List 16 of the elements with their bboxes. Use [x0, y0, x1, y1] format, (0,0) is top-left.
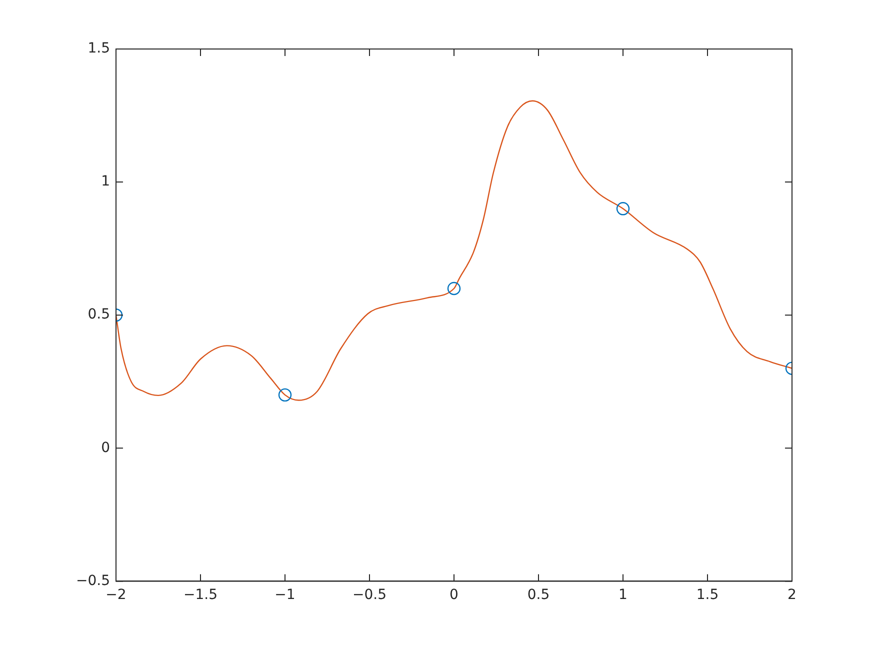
y-tick-label: 0 — [101, 440, 110, 456]
x-tick-label: −0.5 — [352, 587, 386, 604]
y-tick-label: 1 — [101, 174, 110, 190]
line-series — [116, 100, 792, 401]
y-tick-label: 1.5 — [88, 40, 110, 57]
y-tick-label: 0.5 — [88, 306, 110, 323]
x-tick-label: 1.5 — [696, 587, 719, 604]
x-tick-label: 0.5 — [527, 587, 550, 604]
x-tick-label: −1 — [274, 587, 296, 604]
x-tick-label: 0 — [450, 587, 458, 604]
x-tick-label: 2 — [788, 587, 796, 604]
point — [447, 282, 461, 296]
x-tick-label: −1.5 — [183, 587, 218, 604]
x-tick-label: 1 — [618, 587, 628, 604]
y-tick-label: −0.5 — [76, 572, 110, 589]
x-tick-label: −2 — [106, 587, 126, 604]
